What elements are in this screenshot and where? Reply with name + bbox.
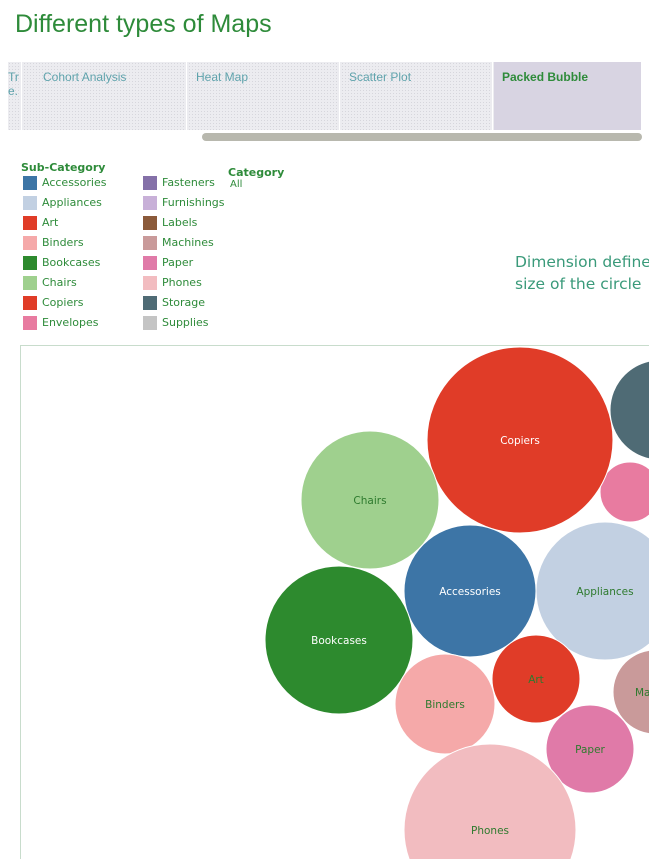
- legend-swatch: [23, 196, 37, 210]
- bubble-label: Art: [528, 674, 544, 686]
- legend-title: Sub-Category: [21, 161, 106, 174]
- legend-swatch: [23, 176, 37, 190]
- bubble-label: Machines: [635, 687, 649, 699]
- bubble-label: Bookcases: [311, 635, 367, 647]
- legend-swatch: [143, 276, 157, 290]
- filter-title: Category: [228, 166, 285, 179]
- bubbles: Copiers Chairs Accessories Appliances Bookca…: [264, 346, 649, 859]
- bubble[interactable]: [491, 634, 581, 724]
- bubble-label: Accessories: [439, 586, 501, 598]
- tab[interactable]: Heat Map: [188, 62, 340, 130]
- legend-label: Binders: [42, 236, 84, 249]
- legend-label: Storage: [162, 296, 206, 309]
- legend-swatch: [143, 216, 157, 230]
- legend-swatch: [23, 316, 37, 330]
- page-title: Different types of Maps: [15, 10, 272, 38]
- legend-label: Accessories: [42, 176, 107, 189]
- bubble[interactable]: [545, 704, 635, 794]
- bubble[interactable]: [599, 461, 649, 523]
- bubble-label: Binders: [425, 699, 465, 711]
- bubble[interactable]: [612, 649, 649, 735]
- legend-swatch: [143, 196, 157, 210]
- legend-swatch: [23, 236, 37, 250]
- legend-swatch: [23, 276, 37, 290]
- legend-swatch: [143, 296, 157, 310]
- legend-label: Chairs: [42, 276, 77, 289]
- legend-swatch: [23, 216, 37, 230]
- legend-label: Copiers: [42, 296, 84, 309]
- legend-label: Labels: [162, 216, 198, 229]
- filter-value[interactable]: All: [230, 179, 243, 190]
- legend-swatch: [23, 296, 37, 310]
- tab-bar: Tr e. Cohort Analysis Heat Map Scatter Plot…: [8, 62, 642, 130]
- bubble-label: Copiers: [500, 435, 540, 447]
- tab[interactable]: Packed Bubble: [494, 62, 642, 130]
- tab[interactable]: Tr e.: [8, 62, 22, 130]
- tab[interactable]: Scatter Plot: [341, 62, 493, 130]
- bubble[interactable]: [609, 360, 649, 460]
- legend-label: Furnishings: [162, 196, 225, 209]
- scrollbar[interactable]: [202, 133, 642, 141]
- bubble-label: Appliances: [576, 586, 633, 598]
- legend-label: Paper: [162, 256, 194, 269]
- chart-frame: [20, 345, 649, 859]
- tab[interactable]: Cohort Analysis: [35, 62, 187, 130]
- legend-label: Bookcases: [42, 256, 101, 269]
- legend-label: Machines: [162, 236, 214, 249]
- legend-label: Fasteners: [162, 176, 215, 189]
- bubble-label: Paper: [575, 744, 605, 756]
- legend-swatch: [23, 256, 37, 270]
- legend-swatch: [143, 236, 157, 250]
- annotation: Dimension defines size of the circle: [515, 253, 649, 293]
- bubble[interactable]: [535, 521, 649, 661]
- bubble[interactable]: [426, 346, 614, 534]
- legend-swatch: [143, 256, 157, 270]
- bubble-label: Chairs: [353, 495, 386, 507]
- bubble[interactable]: [264, 565, 414, 715]
- legend-label: Phones: [162, 276, 202, 289]
- legend-swatch: [143, 316, 157, 330]
- bubble[interactable]: [403, 743, 577, 859]
- legend-swatch: [143, 176, 157, 190]
- bubble-label: Phones: [471, 825, 509, 837]
- legend-label: Supplies: [162, 316, 209, 329]
- legend-label: Appliances: [42, 196, 102, 209]
- legend-label: Envelopes: [42, 316, 99, 329]
- bubble[interactable]: [394, 653, 496, 755]
- bubble[interactable]: [300, 430, 440, 570]
- legend-label: Art: [42, 216, 59, 229]
